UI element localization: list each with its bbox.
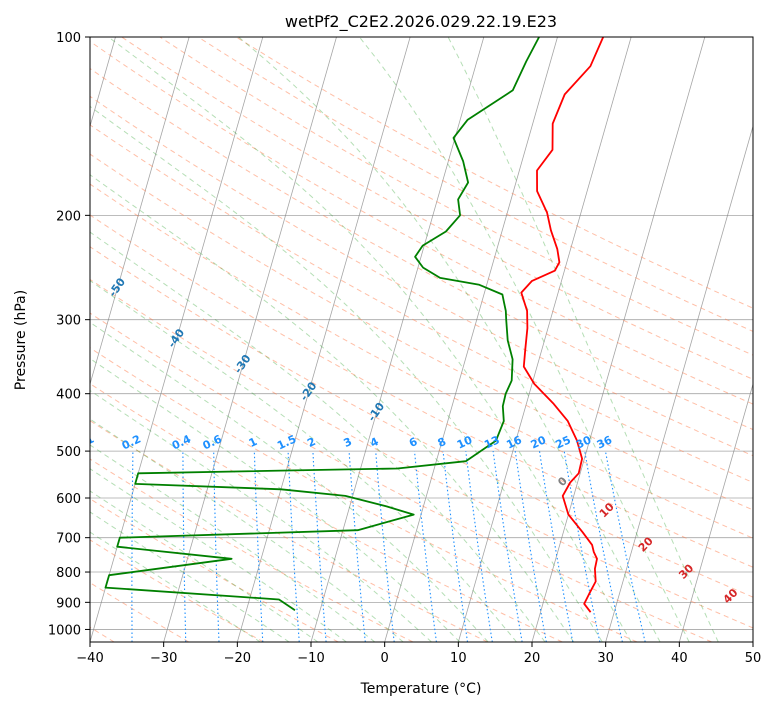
dry-adiabat-line [90,582,190,642]
y-tick-label: 1000 [48,623,81,638]
series-layer [104,37,605,613]
x-axis: −40 −30 −20 −10 0 10 20 30 40 50 [76,642,761,666]
x-tick-label: −40 [76,651,103,666]
dry-adiabat-line [90,153,753,511]
y-tick-label: 300 [56,314,81,329]
temperature-line [520,37,605,613]
y-tick-label: 100 [56,31,81,46]
mixing-ratio-line [584,451,623,642]
mixing-ratio-label: 10 [455,433,475,451]
x-tick-label: 50 [745,651,762,666]
moist-adiabat-line [90,511,290,642]
x-tick-label: 40 [671,651,688,666]
y-tick-label: 800 [56,566,81,581]
y-axis-title: Pressure (hPa) [13,290,29,390]
moist-adiabat-line [90,418,404,642]
moist-adiabat-line [90,231,546,642]
mixing-ratio-line [82,451,86,642]
x-tick-label: 10 [450,651,467,666]
mixing-ratio-line [413,451,437,642]
isotherm-line [90,37,190,386]
y-tick-label: 900 [56,596,81,611]
isotherm-line [678,382,753,642]
y-tick-label: 400 [56,388,81,403]
moist-adiabat-line [90,321,489,642]
mixing-ratio-label: 30 [574,433,594,451]
x-tick-label: −30 [150,651,177,666]
isotherm-line [457,37,632,642]
dry-adiabat-line [90,539,264,642]
x-axis-title: Temperature (°C) [360,681,482,697]
mixing-ratio-line [442,451,469,642]
y-tick-label: 500 [56,445,81,460]
dry-adiabat-line [90,246,753,598]
mixing-ratio-label: 13 [482,433,501,451]
mixing-ratio-line [492,451,523,642]
dry-adiabat-line [90,124,753,484]
moist-adiabat-line [238,37,661,642]
moist-adiabat-line [447,37,719,642]
x-tick-label: 30 [597,651,614,666]
dry-adiabat-line [235,37,753,309]
moist-adiabat-line [90,490,319,642]
moist-adiabat-line [359,37,690,642]
x-tick-label: −10 [297,651,324,666]
x-tick-label: −20 [224,651,251,666]
mixing-ratio-label: 16 [504,433,524,451]
dewpoint-line [104,37,540,611]
dry-adiabat-line [90,183,753,539]
moist-adiabat-line [90,444,376,642]
plot-background [90,37,753,642]
mixing-ratio-line [348,451,366,642]
dry-adiabat-line [90,67,753,431]
y-axis: 100 200 300 400 500 600 700 800 900 1000 [48,31,90,638]
isotherm-line [752,640,753,642]
isotherm-line [384,37,558,642]
dry-adiabat-line [121,37,753,380]
isotherm-line [605,124,753,642]
y-tick-label: 600 [56,492,81,507]
plot-frame [89,36,754,643]
dry-adiabat-line [90,458,414,642]
y-tick-label: 200 [56,209,81,224]
dry-adiabat-line [90,312,712,642]
mixing-ratio-line [465,451,493,642]
x-tick-label: 20 [524,651,541,666]
moist-adiabat-line [90,174,575,642]
x-tick-label: 0 [381,651,389,666]
moist-adiabat-line [90,279,517,642]
dry-adiabat-line [90,347,638,642]
y-tick-label: 700 [56,532,81,547]
mixing-ratio-label: 36 [595,433,615,451]
mixing-ratio-line [604,450,646,642]
isotherm-line [163,37,337,642]
moist-adiabat-line [90,357,461,642]
mixing-ratio-line [375,451,395,642]
mixing-ratio-line [563,451,601,642]
moist-adiabat-line [108,37,632,642]
moist-adiabat-line [90,389,432,642]
mixing-ratio-label: 25 [553,433,572,451]
dry-adiabat-label: -70 [0,176,9,200]
isotherm-line [531,37,706,642]
isotherm-line [236,37,411,642]
chart-title: wetPf2_C2E2.2026.029.22.19.E23 [285,12,557,32]
moist-adiabat-line [90,105,603,642]
dry-adiabat-line [90,278,753,629]
dry-adiabat-line [159,37,753,356]
mixing-ratio-label: 0.1 [73,432,96,452]
mixing-ratio-label: 20 [529,433,549,451]
